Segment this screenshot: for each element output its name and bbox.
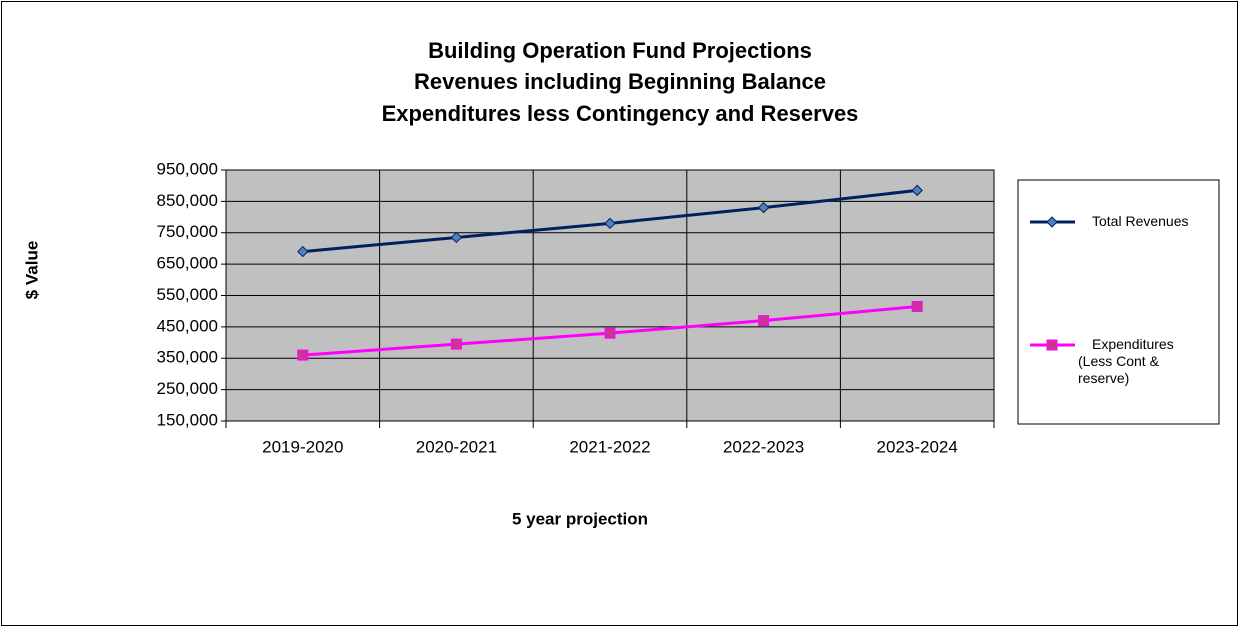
x-tick-label: 2021-2022 xyxy=(569,437,650,456)
y-axis-label: $ Value xyxy=(22,241,41,300)
y-tick-label: 850,000 xyxy=(157,191,218,210)
data-point xyxy=(604,217,616,230)
x-tick-label: 2023-2024 xyxy=(877,437,958,456)
data-point xyxy=(297,349,309,361)
data-point xyxy=(911,300,923,312)
chart-title: Expenditures less Contingency and Reserv… xyxy=(382,101,859,126)
chart-title: Building Operation Fund Projections xyxy=(428,38,812,63)
y-tick-label: 350,000 xyxy=(157,348,218,367)
y-tick-label: 750,000 xyxy=(157,222,218,241)
y-tick-label: 550,000 xyxy=(157,285,218,304)
y-tick-label: 250,000 xyxy=(157,379,218,398)
data-point xyxy=(297,245,309,258)
data-point xyxy=(604,327,616,339)
x-tick-label: 2020-2021 xyxy=(416,437,497,456)
x-tick-label: 2019-2020 xyxy=(262,437,343,456)
data-point xyxy=(1046,216,1058,228)
y-tick-label: 950,000 xyxy=(157,159,218,178)
x-tick-label: 2022-2023 xyxy=(723,437,804,456)
data-point xyxy=(1046,339,1058,351)
data-point xyxy=(758,315,770,327)
x-axis-label: 5 year projection xyxy=(512,509,648,528)
data-point xyxy=(450,338,462,350)
chart-title: Revenues including Beginning Balance xyxy=(414,69,826,94)
data-point xyxy=(450,231,463,244)
data-point xyxy=(911,184,923,197)
y-tick-label: 650,000 xyxy=(157,254,218,273)
data-point xyxy=(757,201,770,214)
y-tick-label: 450,000 xyxy=(157,316,218,335)
legend-label: Expenditures (Less Cont & reserve) xyxy=(1078,336,1174,386)
legend-label: Total Revenues xyxy=(1092,213,1189,229)
y-tick-label: 150,000 xyxy=(157,410,218,429)
